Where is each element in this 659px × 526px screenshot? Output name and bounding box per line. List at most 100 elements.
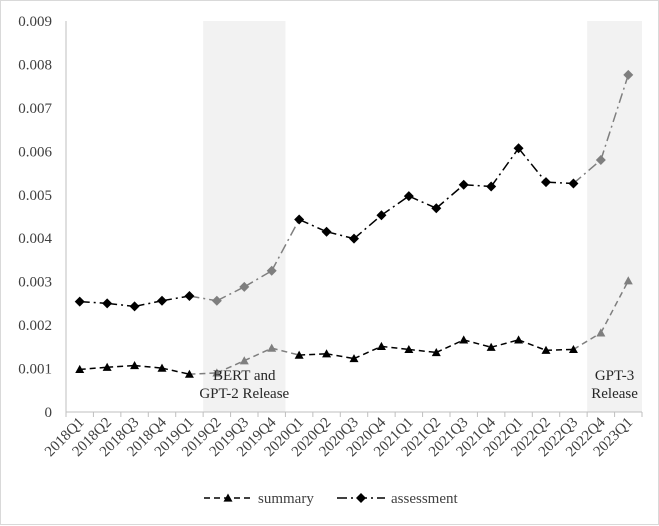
shaded-region-2 [587,21,642,412]
series-line-summary [107,364,135,369]
series-line-summary [463,339,492,348]
data-point-summary [322,349,332,358]
series-line-assessment [189,295,217,302]
data-point-assessment [294,214,305,225]
data-point-assessment [74,296,85,307]
y-tick-label: 0.005 [18,188,52,204]
series-line-summary [216,360,245,374]
data-point-assessment [102,298,113,309]
series-line-assessment [326,230,355,240]
series-line-summary [243,347,273,362]
data-point-assessment [513,143,524,154]
series-line-summary [326,353,355,360]
series-line-assessment [107,302,135,308]
shaded-region-1 [203,21,286,412]
data-point-summary [486,342,496,351]
data-point-assessment [321,226,332,237]
series-line-summary [518,339,547,352]
series-line-summary [573,332,602,351]
data-point-assessment [266,265,277,276]
annotation-gpt3: GPT-3 [595,368,634,384]
series-line-summary [353,345,382,360]
data-point-assessment [623,69,634,80]
series-line-assessment [161,295,190,302]
data-point-summary [239,356,249,365]
data-point-summary [568,344,578,354]
data-point-assessment [349,233,359,244]
legend-label-assessment: assessment [391,491,458,507]
legend-marker-assessment [356,493,366,503]
data-point-assessment [486,181,497,192]
series-line-summary [490,339,519,348]
series-line-assessment [298,218,327,233]
series-line-assessment [600,74,629,161]
legend-label-summary: summary [258,491,314,507]
data-point-summary [294,350,304,359]
data-point-summary [212,368,222,377]
series-line-summary [408,348,437,354]
legend-marker-summary [223,493,233,502]
data-point-assessment [431,203,442,214]
data-point-assessment [568,178,579,189]
y-tick-label: 0.004 [18,231,52,247]
y-tick-label: 0.009 [18,14,52,30]
data-point-assessment [376,210,387,221]
data-point-assessment [157,295,167,306]
data-point-summary [157,363,167,372]
data-point-summary [130,361,140,370]
data-point-summary [75,364,85,374]
y-tick-label: 0.007 [18,101,52,117]
annotation-gpt3: Release [591,386,638,402]
data-point-summary [541,345,551,354]
data-point-assessment [239,281,250,292]
series-line-summary [134,364,163,369]
series-line-assessment [243,270,273,288]
data-point-assessment [184,291,195,302]
y-tick-label: 0.001 [18,362,52,378]
data-point-summary [376,341,386,350]
series-line-summary [271,347,300,356]
data-point-assessment [595,155,606,166]
y-tick-label: 0.003 [18,275,52,291]
series-line-summary [79,366,108,371]
series-line-assessment [380,195,410,216]
series-line-summary [545,348,574,352]
data-point-summary [267,343,277,352]
series-line-assessment [353,214,382,240]
data-point-summary [184,369,194,378]
series-line-summary [161,367,190,375]
data-point-summary [431,347,441,357]
series-line-assessment [572,159,602,185]
data-point-summary [404,344,414,354]
data-point-summary [596,328,606,337]
series-line-summary [435,339,465,354]
series-line-assessment [490,147,520,187]
series-line-assessment [408,195,437,209]
series-line-assessment [134,300,163,308]
data-point-summary [459,335,469,344]
series-line-assessment [271,219,300,272]
series-line-assessment [216,286,245,302]
y-tick-label: 0.006 [18,144,52,160]
annotation-bert-gpt2: GPT-2 Release [199,386,289,402]
series-line-summary [189,372,217,375]
data-point-assessment [541,177,551,188]
data-point-summary [623,276,633,285]
data-point-summary [349,354,359,363]
series-line-assessment [517,147,547,183]
annotation-bert-gpt2: BERT and [213,368,276,384]
y-tick-label: 0 [45,405,53,421]
data-point-assessment [211,295,222,306]
data-point-summary [102,362,112,371]
y-tick-label: 0.008 [18,57,52,73]
data-point-assessment [403,191,414,202]
data-point-assessment [458,179,469,190]
series-line-assessment [435,184,465,209]
data-point-summary [514,335,524,344]
series-line-summary [381,345,409,351]
series-line-summary [299,353,327,356]
data-point-assessment [129,301,140,312]
y-tick-label: 0.002 [18,318,52,334]
